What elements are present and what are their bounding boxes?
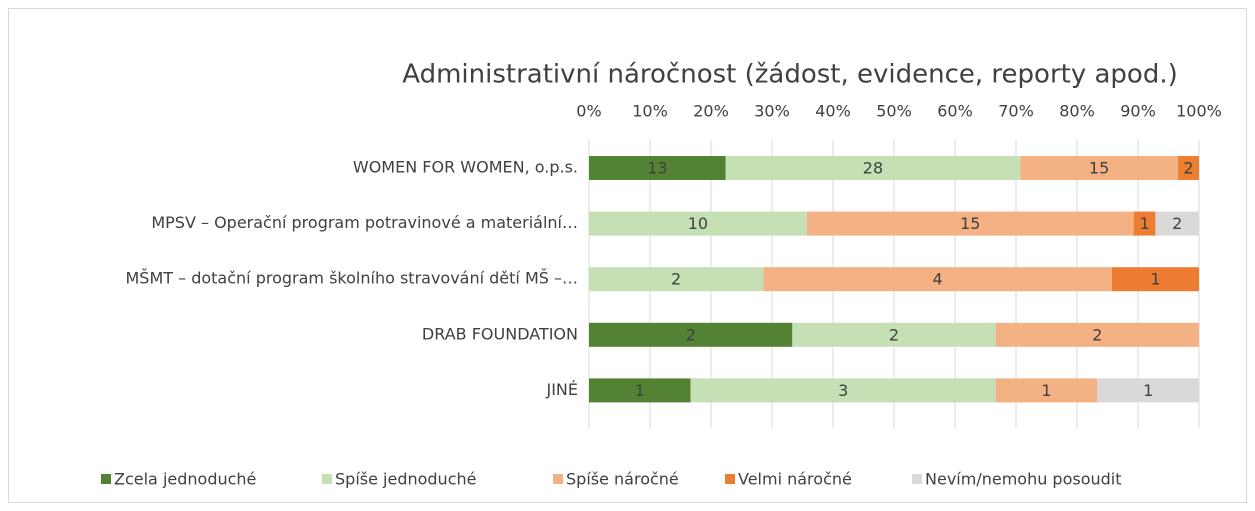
x-tick-label: 0% xyxy=(576,102,601,121)
data-label: 2 xyxy=(1172,214,1182,233)
x-tick-label: 60% xyxy=(937,102,973,121)
data-label: 4 xyxy=(932,270,942,289)
legend-swatch xyxy=(553,474,563,484)
legend-swatch xyxy=(101,474,111,484)
x-tick-label: 10% xyxy=(632,102,668,121)
data-label: 15 xyxy=(1089,159,1109,178)
bar-segment xyxy=(725,156,1021,180)
bar-segment xyxy=(589,211,807,236)
bar-segment xyxy=(1020,156,1178,180)
chart-title: Administrativní náročnost (žádost, evide… xyxy=(402,60,1177,90)
bar-segment xyxy=(995,378,1098,403)
legend-label: Spíše jednoduché xyxy=(335,470,476,489)
bar-segment xyxy=(1133,211,1156,236)
x-tick-label: 100% xyxy=(1176,102,1222,121)
bar-segment xyxy=(763,267,1112,292)
legend-swatch xyxy=(912,474,922,484)
x-tick-label: 80% xyxy=(1059,102,1095,121)
bar-segment xyxy=(806,211,1134,236)
data-label: 13 xyxy=(647,159,667,178)
data-label: 1 xyxy=(1143,381,1153,400)
chart-border xyxy=(8,8,1247,503)
legend-swatch xyxy=(322,474,332,484)
data-label: 2 xyxy=(686,325,696,344)
legend-label: Nevím/nemohu posoudit xyxy=(925,470,1122,489)
y-tick-label: JINÉ xyxy=(545,380,578,399)
y-tick-label: MŠMT – dotační program školního stravová… xyxy=(126,269,579,288)
data-label: 2 xyxy=(671,270,681,289)
y-tick-label: DRAB FOUNDATION xyxy=(422,324,578,343)
bar-segment xyxy=(792,322,996,347)
bar-segment xyxy=(1111,267,1199,292)
data-label: 1 xyxy=(1041,381,1051,400)
data-label: 1 xyxy=(1139,214,1149,233)
legend-label: Velmi náročné xyxy=(738,470,852,489)
bar-segment xyxy=(995,322,1199,347)
x-tick-label: 50% xyxy=(876,102,912,121)
data-label: 15 xyxy=(960,214,980,233)
bar-segment xyxy=(589,378,691,403)
bar-segment xyxy=(1097,378,1199,403)
y-tick-label: MPSV – Operační program potravinové a ma… xyxy=(151,213,578,232)
data-label: 2 xyxy=(889,325,899,344)
bar-segment xyxy=(1177,156,1199,180)
x-tick-label: 20% xyxy=(693,102,729,121)
legend-label: Zcela jednoduché xyxy=(114,470,256,489)
data-label: 28 xyxy=(863,159,883,178)
data-label: 2 xyxy=(1092,325,1102,344)
data-label: 2 xyxy=(1183,159,1193,178)
y-tick-label: WOMEN FOR WOMEN, o.p.s. xyxy=(353,158,578,177)
x-tick-label: 70% xyxy=(998,102,1034,121)
x-tick-label: 40% xyxy=(815,102,851,121)
data-label: 1 xyxy=(635,381,645,400)
legend-swatch xyxy=(725,474,735,484)
bar-segment xyxy=(690,378,996,403)
data-label: 10 xyxy=(688,214,708,233)
data-label: 1 xyxy=(1150,270,1160,289)
bar-segment xyxy=(589,156,726,180)
bar-segment xyxy=(1155,211,1199,236)
x-tick-label: 90% xyxy=(1120,102,1156,121)
legend-label: Spíše náročné xyxy=(566,470,679,489)
bar-segment xyxy=(589,267,764,292)
bar-segment xyxy=(589,322,793,347)
x-tick-label: 30% xyxy=(754,102,790,121)
data-label: 3 xyxy=(838,381,848,400)
